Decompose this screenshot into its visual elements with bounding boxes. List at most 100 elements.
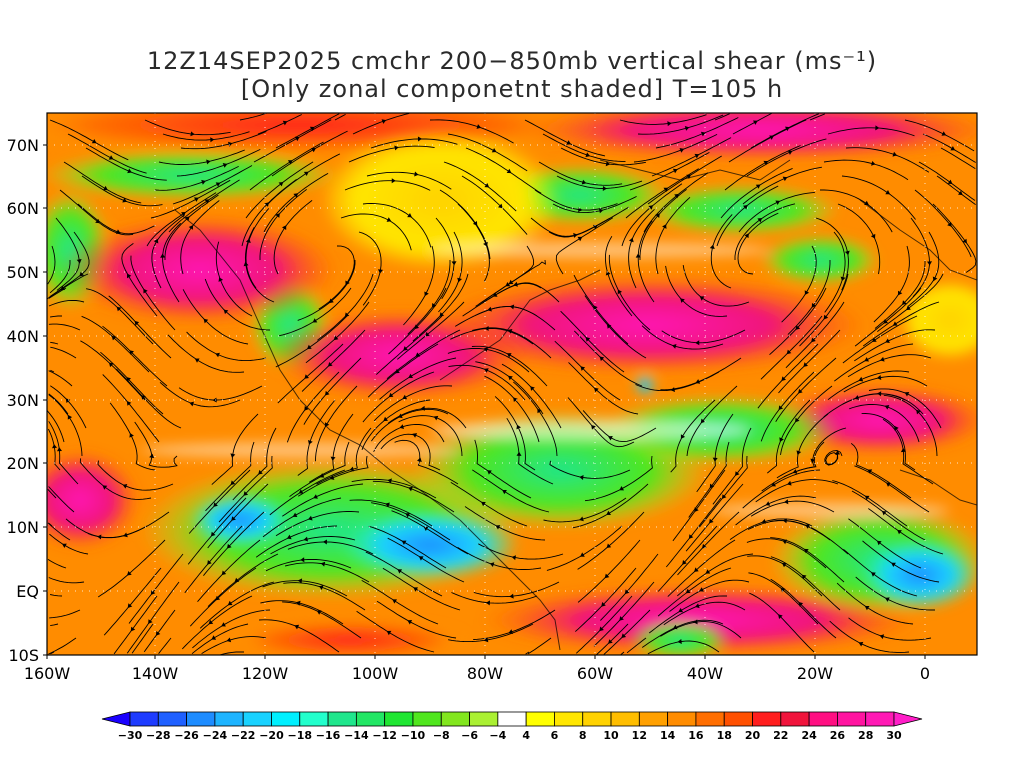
streamline xyxy=(48,393,69,415)
streamline xyxy=(877,273,944,332)
streamline xyxy=(757,343,819,409)
streamline xyxy=(907,231,940,307)
streamline-arrow xyxy=(605,161,611,167)
streamline xyxy=(882,418,934,485)
streamline xyxy=(47,428,61,471)
streamline-arrow xyxy=(897,530,902,535)
streamline-arrow xyxy=(405,513,410,518)
streamline-arrow xyxy=(95,218,100,224)
streamline xyxy=(936,175,976,205)
streamline xyxy=(379,357,457,400)
streamline xyxy=(49,533,89,555)
streamline-arrow xyxy=(328,362,333,367)
streamline xyxy=(554,340,621,401)
streamline xyxy=(918,161,976,201)
colorbar-box xyxy=(214,711,244,727)
streamline xyxy=(770,578,837,639)
lat-label: 70N xyxy=(7,136,39,155)
streamline xyxy=(287,541,374,555)
streamline-arrow xyxy=(181,212,186,217)
streamline xyxy=(868,508,944,555)
streamline xyxy=(315,385,358,462)
streamline-arrow xyxy=(190,131,195,137)
streamline xyxy=(48,370,73,387)
streamline-arrow xyxy=(798,388,803,394)
streamline-arrow xyxy=(408,373,413,378)
streamline xyxy=(874,260,926,329)
streamline-arrow xyxy=(508,375,513,381)
streamline-arrow xyxy=(221,622,226,627)
streamline xyxy=(128,553,184,624)
streamline-arrow xyxy=(902,300,907,305)
streamline xyxy=(716,185,779,247)
streamline-arrow xyxy=(798,602,804,607)
streamline xyxy=(220,651,245,655)
streamline-arrow xyxy=(333,335,339,341)
streamline-arrow xyxy=(941,131,947,136)
streamline-arrow xyxy=(787,480,792,486)
streamline xyxy=(604,235,633,317)
streamline-arrow xyxy=(705,569,711,574)
streamline-arrow xyxy=(298,489,304,494)
streamline xyxy=(584,295,647,359)
streamline xyxy=(297,260,356,321)
streamline-arrow xyxy=(495,525,501,530)
streamline-arrow xyxy=(682,560,687,565)
streamline-arrow xyxy=(424,291,429,297)
streamline xyxy=(55,217,80,291)
streamline xyxy=(481,282,560,304)
streamline xyxy=(573,274,629,345)
streamline-arrow xyxy=(218,277,224,282)
streamline xyxy=(637,220,655,303)
streamline-arrow xyxy=(891,562,896,567)
streamline xyxy=(484,375,540,443)
streamline xyxy=(568,362,639,415)
streamline xyxy=(749,592,815,653)
streamline xyxy=(47,273,89,300)
streamline xyxy=(677,511,740,576)
colorbar-box xyxy=(837,711,867,727)
streamline xyxy=(829,620,910,653)
colorbar-label: −16 xyxy=(316,729,341,742)
streamline xyxy=(376,600,457,639)
streamline xyxy=(47,522,71,541)
streamline xyxy=(186,331,267,362)
streamline xyxy=(162,131,250,141)
colorbar-box xyxy=(808,711,838,727)
streamline xyxy=(443,161,517,212)
streamline xyxy=(447,133,528,172)
streamline-arrow xyxy=(804,548,809,554)
streamline-arrow xyxy=(211,531,216,537)
streamline xyxy=(584,455,653,502)
streamline-arrow xyxy=(695,340,700,346)
streamline-arrow xyxy=(378,269,383,274)
streamline xyxy=(940,147,976,169)
streamline xyxy=(746,138,827,177)
streamline-arrow xyxy=(840,276,846,281)
streamline xyxy=(922,133,976,163)
streamline xyxy=(842,393,924,415)
streamline-arrow xyxy=(420,405,425,411)
streamline xyxy=(524,119,606,157)
colorbar-label: 18 xyxy=(717,729,732,742)
streamline-arrow xyxy=(709,518,714,524)
streamline xyxy=(47,488,57,499)
streamline-arrow xyxy=(513,281,518,287)
streamline xyxy=(737,212,779,275)
streamline-arrow xyxy=(735,471,740,476)
colorbar-box xyxy=(299,711,329,727)
streamline-arrow xyxy=(904,392,910,397)
streamline xyxy=(207,553,279,607)
streamline-arrow xyxy=(775,200,780,205)
streamline-arrow xyxy=(399,424,404,429)
streamline xyxy=(815,217,849,291)
streamline-arrow xyxy=(962,238,967,244)
streamline-arrow xyxy=(230,480,236,485)
streamline-arrow xyxy=(402,394,408,400)
streamline-arrow xyxy=(194,197,199,202)
streamline-arrow xyxy=(226,637,232,643)
streamline xyxy=(349,499,433,527)
streamline xyxy=(344,180,431,191)
streamline-arrow xyxy=(511,555,516,561)
streamline-arrow xyxy=(210,137,215,143)
